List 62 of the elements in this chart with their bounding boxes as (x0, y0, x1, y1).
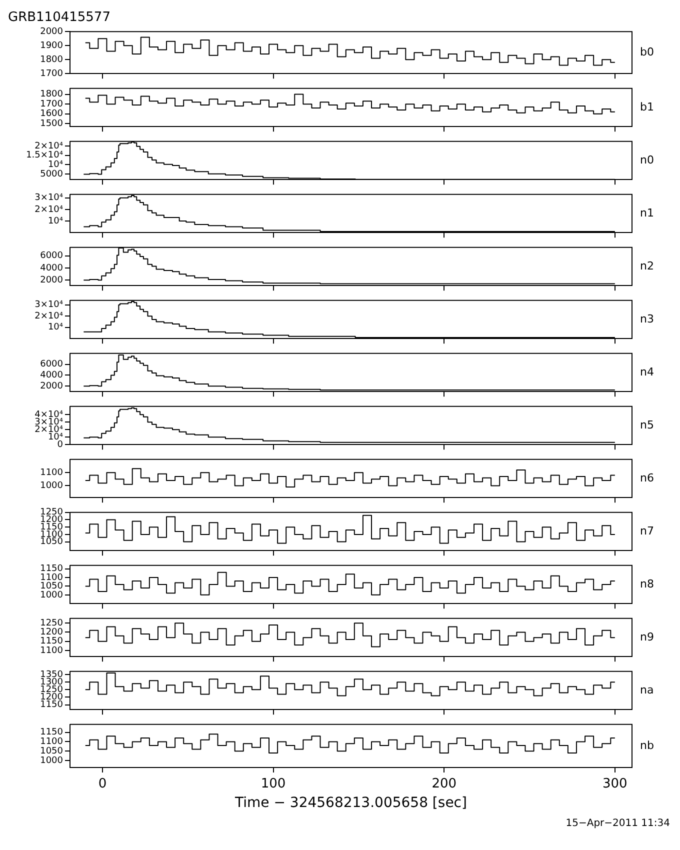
y-tick-label: 2000 (40, 26, 64, 37)
y-tick-label: 1.5×10⁴ (26, 150, 64, 161)
text: 15−Apr−2011 11:34 (564, 818, 671, 829)
text: na (640, 683, 654, 696)
y-tick-label: 3×10⁴ (34, 300, 64, 310)
y-tick-label: 1500 (40, 119, 64, 130)
y-tick-label: 1900 (40, 40, 64, 51)
x-tick-label: 300 (602, 776, 628, 792)
y-tick-label: 10⁴ (48, 322, 64, 333)
x-tick-label: 0 (98, 776, 107, 792)
y-tick-label: 1800 (40, 54, 64, 65)
y-tick-label: 1150 (40, 636, 64, 647)
text: b0 (640, 45, 654, 58)
y-tick-label: 1000 (40, 590, 64, 600)
y-tick-label: 1250 (40, 618, 64, 628)
text: n8 (640, 577, 654, 590)
y-tick-label: 1150 (40, 728, 64, 738)
text: n6 (640, 471, 654, 484)
y-tick-label: 6000 (40, 360, 64, 370)
y-tick-label: 1000 (40, 481, 64, 492)
y-tick-label: 4000 (40, 263, 64, 274)
y-tick-label: 10⁴ (48, 160, 64, 170)
x-axis-title: Time − 324568213.005658 [sec] (234, 795, 467, 812)
y-tick-label: 5000 (40, 169, 64, 180)
y-tick-label: 3×10⁴ (34, 193, 64, 204)
text: n5 (640, 418, 654, 432)
text: nb (640, 738, 654, 752)
y-tick-label: 1050 (40, 582, 64, 592)
text: n4 (640, 365, 654, 378)
y-tick-label: 10⁴ (48, 216, 64, 226)
x-tick-label: 100 (260, 776, 286, 792)
y-tick-label: 1100 (40, 468, 64, 478)
y-tick-label: 1600 (40, 109, 64, 120)
text: n3 (640, 312, 654, 326)
y-tick-label: 2×10⁴ (34, 311, 64, 322)
y-tick-label: 2×10⁴ (34, 141, 64, 152)
x-tick-label: 200 (432, 776, 457, 792)
y-tick-label: 1700 (40, 99, 64, 110)
y-tick-label: 1150 (40, 700, 64, 710)
y-tick-label: 1800 (40, 90, 64, 100)
y-tick-label: 4000 (40, 370, 64, 381)
y-tick-label: 1050 (40, 746, 64, 756)
text: n9 (640, 630, 654, 644)
y-tick-label: 1050 (40, 537, 64, 548)
text: b1 (640, 100, 654, 114)
y-tick-label: 2×10⁴ (34, 204, 64, 215)
y-tick-label: 1100 (40, 572, 64, 583)
y-tick-label: 0 (57, 440, 64, 450)
y-tick-label: 1000 (40, 756, 64, 766)
text: n1 (640, 206, 654, 220)
y-tick-label: 2000 (40, 275, 64, 286)
chart-title: GRB110415577 (8, 10, 110, 26)
y-tick-label: 1100 (40, 737, 64, 748)
y-tick-label: 1700 (40, 68, 64, 79)
y-tick-label: 1100 (40, 646, 64, 656)
y-tick-label: 1200 (40, 628, 64, 638)
text: n7 (640, 524, 654, 538)
y-tick-label: 2000 (40, 381, 64, 392)
text: n0 (640, 153, 654, 166)
y-tick-label: 1150 (40, 564, 64, 574)
text: n2 (640, 259, 654, 272)
y-tick-label: 6000 (40, 251, 64, 262)
